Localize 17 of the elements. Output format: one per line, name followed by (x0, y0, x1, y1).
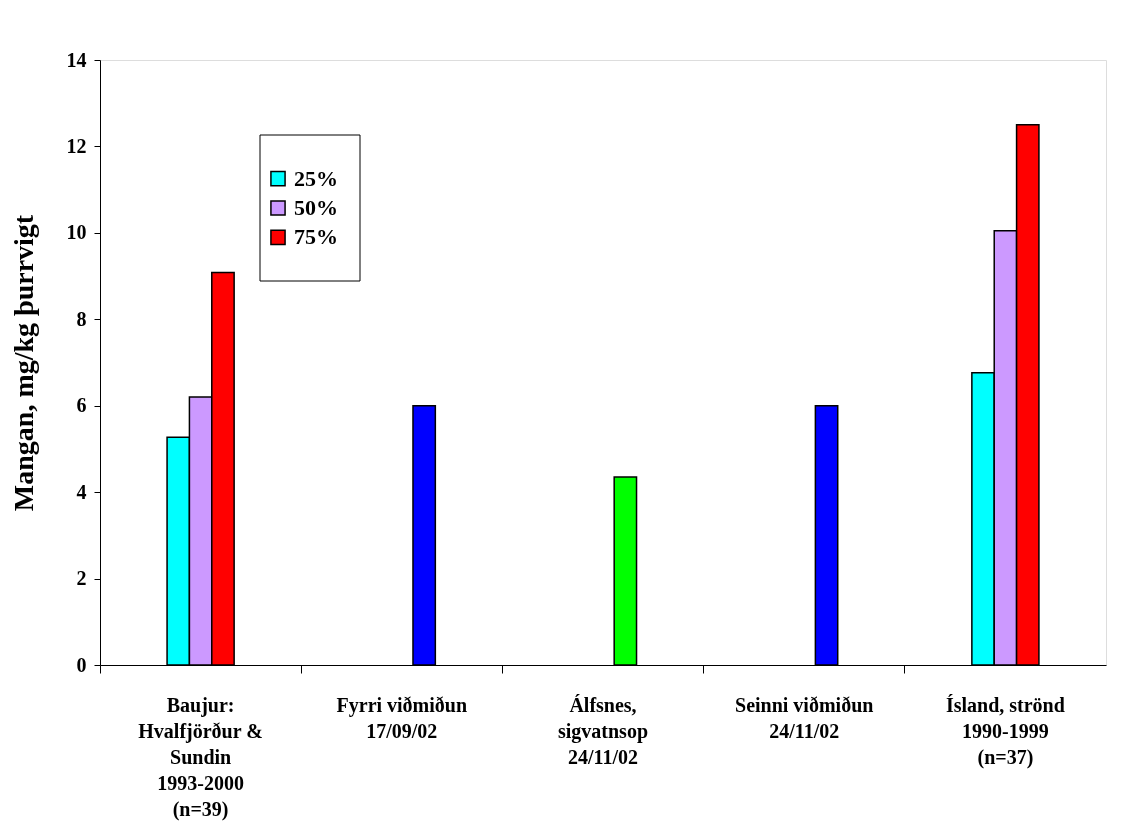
x-tick-label: Baujur: Hvalfjörður & Sundin 1993-2000 (n=39) (138, 693, 263, 821)
x-tick-label: Fyrri viðmiðun 17/09/02 (336, 693, 468, 742)
y-tick-label: 4 (76, 480, 87, 503)
y-tick-label: 14 (66, 48, 87, 71)
y-tick-label: 0 (76, 653, 87, 676)
x-tick-label: Seinni viðmiðun 24/11/02 (735, 693, 874, 742)
x-tick-label: Ísland, strönd 1990-1999 (n=37) (945, 693, 1065, 769)
legend-label: 75% (294, 224, 338, 250)
y-tick-label: 6 (76, 394, 87, 417)
y-axis-title: Mangan, mg/kg þurrvigt (7, 214, 39, 512)
y-tick-label: 12 (66, 134, 87, 157)
y-tick-label: 8 (76, 307, 87, 330)
y-tick-label: 10 (66, 221, 87, 244)
y-tick-label: 2 (76, 567, 87, 590)
x-tick-label: Álfsnes, sigvatnsop 24/11/02 (557, 693, 649, 768)
legend-label: 50% (294, 195, 338, 220)
legend-label: 25% (294, 165, 338, 191)
